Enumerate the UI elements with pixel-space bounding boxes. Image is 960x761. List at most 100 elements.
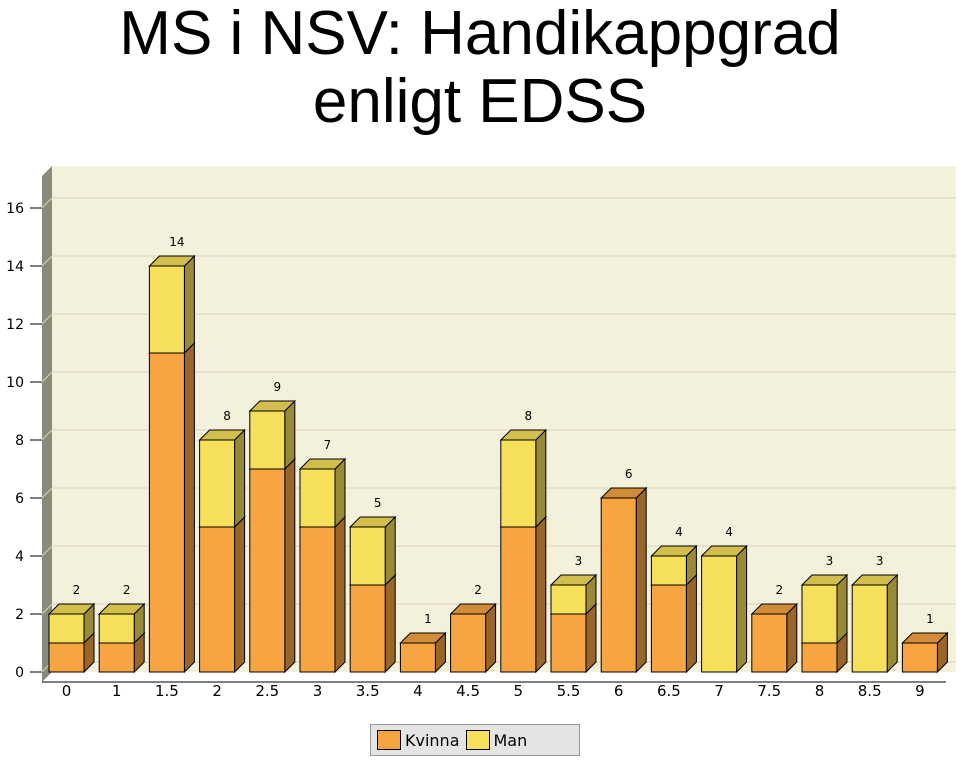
data-label-total: 14 xyxy=(169,235,184,249)
gridline-diagonal xyxy=(41,255,53,267)
bar-kvinna-7 xyxy=(399,631,447,674)
data-label-total: 6 xyxy=(625,467,633,481)
bar-kvinna-5-side xyxy=(334,515,346,674)
bar-man-6 xyxy=(348,515,397,587)
y-tick-label: 4 xyxy=(15,549,24,565)
data-label-total: 2 xyxy=(775,583,783,597)
x-tick-label: 2.5 xyxy=(255,682,279,700)
bar-man-12 xyxy=(650,544,698,587)
x-tick-label: 1.5 xyxy=(155,682,179,700)
gridline-diagonal xyxy=(41,603,53,615)
bar-man-9-side xyxy=(535,428,547,529)
bar-kvinna-11-front xyxy=(600,497,637,673)
bar-man-9-front xyxy=(500,439,537,528)
bar-kvinna-17 xyxy=(901,631,949,674)
gridline-diagonal xyxy=(41,371,53,383)
bar-man-4 xyxy=(248,399,297,471)
data-label-total: 3 xyxy=(876,554,884,568)
bar-kvinna-11-side xyxy=(635,486,647,674)
data-label-total: 2 xyxy=(73,583,81,597)
bar-man-9 xyxy=(499,428,548,529)
bar-kvinna-4-front xyxy=(249,468,286,673)
x-tick-label: 9 xyxy=(915,682,925,700)
y-tick-label: 14 xyxy=(6,259,24,275)
legend-swatch-man xyxy=(465,730,490,750)
bar-man-3-front xyxy=(199,439,236,528)
title-line-2: enligt EDSS xyxy=(312,67,648,136)
x-tick-label: 0 xyxy=(62,682,72,700)
bar-kvinna-5-front xyxy=(299,526,336,673)
data-label-total: 5 xyxy=(374,496,382,510)
bar-man-10 xyxy=(549,573,598,616)
data-label-total: 3 xyxy=(575,554,583,568)
x-tick-label: 3 xyxy=(313,682,323,700)
gridline-diagonal xyxy=(41,313,53,325)
bar-man-0-front xyxy=(48,613,85,644)
bar-man-5 xyxy=(298,457,347,529)
bar-man-13-front xyxy=(701,555,738,673)
bar-kvinna-4 xyxy=(248,457,297,674)
legend-label-man: Man xyxy=(493,730,528,750)
bar-man-3-side xyxy=(234,428,246,529)
bar-kvinna-4-side xyxy=(284,457,296,674)
y-tick-label: 10 xyxy=(6,375,24,391)
gridline-diagonal xyxy=(41,429,53,441)
legend-item-kvinna: Kvinna xyxy=(377,730,460,750)
bar-man-1-front xyxy=(98,613,135,644)
bar-kvinna-0-front xyxy=(48,642,85,673)
bar-man-5-side xyxy=(334,457,346,529)
bar-man-6-side xyxy=(384,515,396,587)
bar-man-10-front xyxy=(550,584,587,615)
data-label-total: 9 xyxy=(273,380,281,394)
bar-kvinna-12-front xyxy=(650,584,687,673)
bar-kvinna-3-front xyxy=(199,526,236,673)
bar-kvinna-2-side xyxy=(183,341,195,674)
x-tick-label: 7.5 xyxy=(757,682,781,700)
x-tick-label: 2 xyxy=(212,682,222,700)
data-label-total: 4 xyxy=(725,525,733,539)
x-tick-label: 4.5 xyxy=(456,682,480,700)
data-label-total: 2 xyxy=(474,583,482,597)
y-tick-label: 8 xyxy=(15,433,24,449)
bar-kvinna-9-front xyxy=(500,526,537,673)
bar-kvinna-8-front xyxy=(450,613,487,673)
bar-kvinna-1-front xyxy=(98,642,135,673)
y-tick-label: 12 xyxy=(6,317,24,333)
data-label-total: 1 xyxy=(926,612,934,626)
bar-man-15-side xyxy=(836,573,848,645)
x-tick-label: 1 xyxy=(112,682,122,700)
data-label-total: 7 xyxy=(324,438,332,452)
bar-kvinna-11 xyxy=(599,486,648,674)
chart-title: MS i NSV: Handikappgrad enligt EDSS xyxy=(0,0,960,136)
legend-swatch-kvinna xyxy=(377,730,401,750)
bar-kvinna-14-front xyxy=(751,613,788,673)
bar-man-3 xyxy=(198,428,246,529)
bar-kvinna-12-side xyxy=(685,573,697,674)
bar-man-13 xyxy=(700,544,748,674)
bar-man-16 xyxy=(850,573,899,674)
x-tick-label: 3.5 xyxy=(356,682,380,700)
bar-man-1 xyxy=(97,602,146,645)
bar-kvinna-7-front xyxy=(399,642,436,673)
bar-man-2-side xyxy=(183,254,195,355)
bar-kvinna-2-front xyxy=(148,352,185,673)
bar-kvinna-10-side xyxy=(585,602,597,674)
gridline-diagonal xyxy=(41,487,53,499)
bar-kvinna-6-side xyxy=(384,573,396,674)
legend: Kvinna Man xyxy=(370,724,580,756)
bar-man-0 xyxy=(47,602,96,645)
data-label-total: 4 xyxy=(675,525,683,539)
bar-man-16-side xyxy=(886,573,898,674)
bar-man-5-front xyxy=(299,468,336,528)
bar-kvinna-10-front xyxy=(550,613,587,673)
y-tick-label: 0 xyxy=(15,665,24,681)
bar-kvinna-3-side xyxy=(234,515,246,674)
bar-kvinna-6 xyxy=(348,573,397,674)
title-line-1: MS i NSV: Handikappgrad xyxy=(119,0,841,68)
bar-man-12-front xyxy=(650,555,687,586)
bar-kvinna-9 xyxy=(499,515,548,674)
x-tick-label: 5 xyxy=(514,682,524,700)
data-label-total: 8 xyxy=(524,409,532,423)
x-tick-label: 6 xyxy=(614,682,624,700)
gridline-diagonal xyxy=(41,197,53,209)
